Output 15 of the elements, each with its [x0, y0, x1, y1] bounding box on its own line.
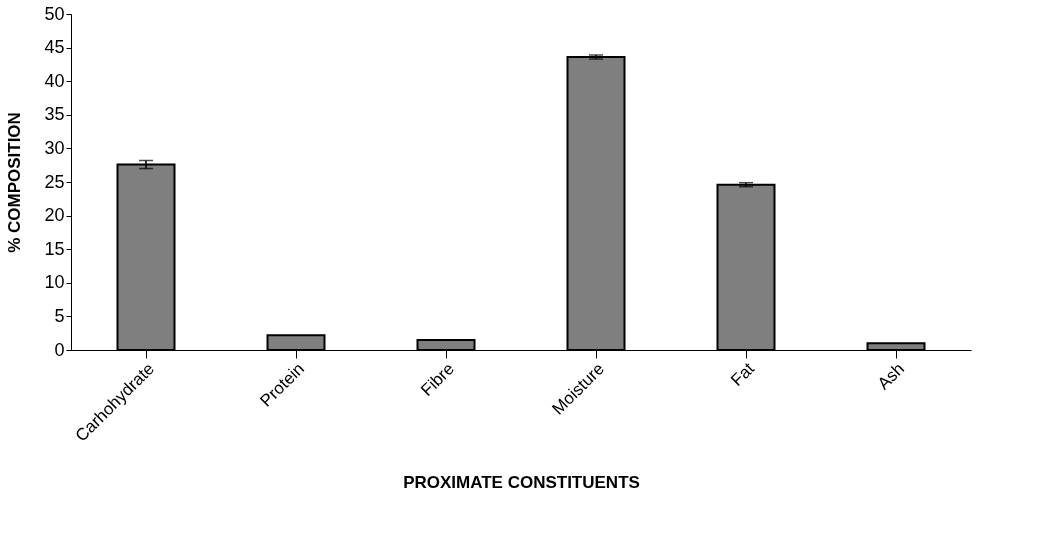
y-tick-label: 35 — [44, 104, 65, 125]
y-axis-title: % COMPOSITION — [5, 112, 25, 253]
y-tick-label: 20 — [44, 205, 65, 226]
y-tick-label: 30 — [44, 137, 65, 158]
y-tick-label: 5 — [54, 305, 65, 326]
y-tick-label: 25 — [44, 171, 65, 192]
y-tick-label: 15 — [44, 238, 65, 259]
x-axis-title: PROXIMATE CONSTITUENTS — [403, 472, 640, 492]
y-tick-label: 10 — [44, 272, 65, 293]
x-tick-label: Ash — [873, 359, 909, 394]
x-tick-label: Fat — [727, 358, 759, 390]
y-tick-label: 40 — [44, 70, 65, 91]
y-tick-label: 45 — [44, 37, 65, 58]
y-tick-label: 50 — [44, 3, 65, 24]
y-tick-label: 0 — [54, 339, 65, 360]
